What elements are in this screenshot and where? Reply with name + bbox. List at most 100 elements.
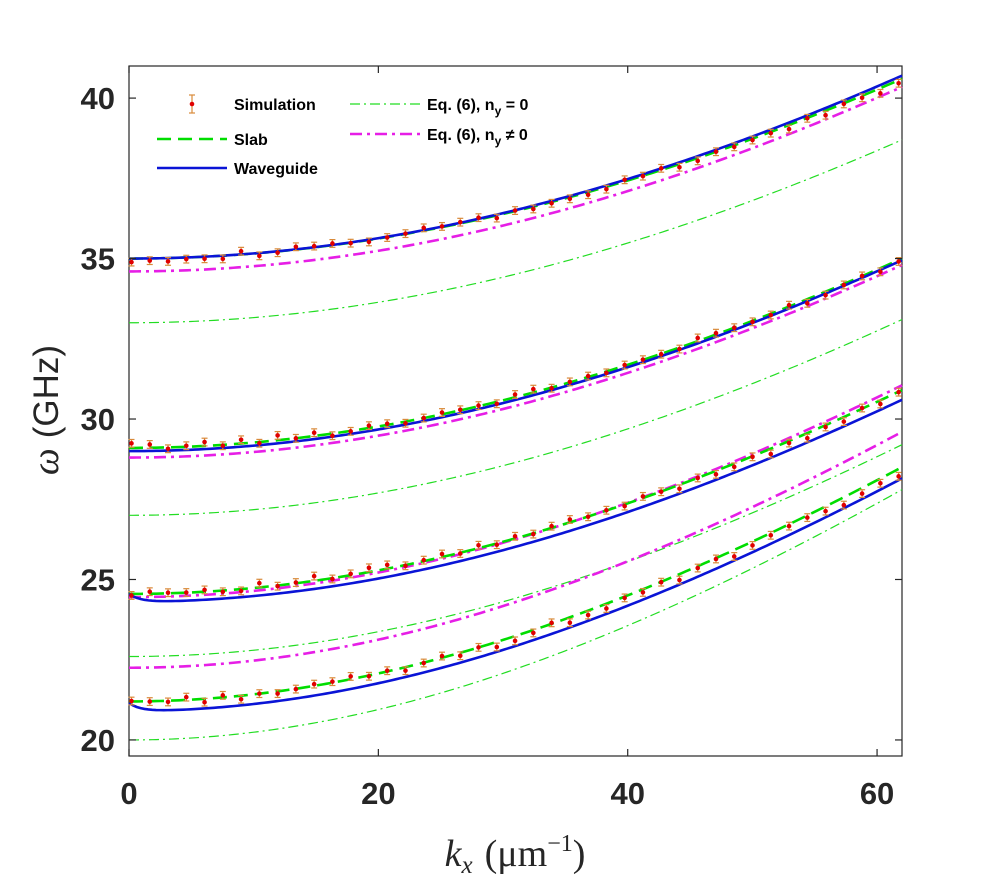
- simulation-point: [621, 360, 628, 370]
- simulation-point: [512, 390, 519, 399]
- simulation-point: [712, 328, 719, 338]
- y-tick-label: 30: [81, 402, 115, 437]
- simulation-point: [530, 628, 537, 638]
- simulation-point: [712, 554, 719, 564]
- simulation-point: [165, 697, 172, 707]
- simulation-point: [292, 578, 299, 588]
- simulation-point: [786, 438, 793, 448]
- simulation-point: [128, 590, 135, 600]
- simulation-point: [439, 221, 446, 231]
- legend-label-waveguide: Waveguide: [234, 161, 318, 178]
- simulation-point: [859, 489, 866, 499]
- simulation-point: [384, 560, 391, 570]
- simulation-point: [548, 618, 555, 628]
- simulation-point: [457, 651, 464, 661]
- simulation-point: [201, 437, 208, 447]
- simulation-point: [676, 575, 683, 585]
- y-tick-label: 20: [81, 723, 115, 758]
- simulation-point: [512, 206, 519, 215]
- simulation-point: [749, 452, 756, 462]
- simulation-point: [219, 690, 226, 700]
- x-axis-sub: x: [460, 852, 472, 879]
- simulation-point: [457, 405, 464, 415]
- simulation-point: [420, 413, 427, 423]
- x-axis-label: kx (μm−1): [445, 831, 586, 879]
- simulation-point: [311, 679, 318, 689]
- simulation-point: [128, 438, 135, 448]
- curve-waveguide-mode-3: [128, 398, 903, 603]
- x-tick-label: 20: [361, 776, 395, 811]
- simulation-point: [804, 513, 811, 523]
- simulation-point: [859, 271, 866, 281]
- simulation-point: [402, 561, 409, 571]
- legend: Simulation Eq. (6), ny = 0 Slab Eq. (6), ny…: [157, 94, 528, 178]
- simulation-point: [767, 128, 774, 138]
- simulation-point: [566, 377, 573, 387]
- simulation-point: [712, 147, 719, 157]
- simulation-point: [840, 417, 847, 427]
- simulation-point: [566, 618, 573, 628]
- simulation-point: [347, 238, 354, 248]
- simulation-point: [804, 298, 811, 308]
- simulation-point: [146, 587, 153, 597]
- curve-waveguide-mode-4: [128, 477, 903, 712]
- simulation-point: [292, 242, 299, 252]
- simulation-point: [274, 430, 281, 440]
- simulation-point: [420, 223, 427, 233]
- series-layer: [128, 74, 903, 741]
- simulation-point: [694, 473, 701, 483]
- simulation-point: [749, 317, 756, 327]
- simulation-point: [877, 267, 884, 277]
- simulation-point: [219, 587, 226, 597]
- series-eq6_ny0: [129, 139, 903, 741]
- simulation-point: [895, 78, 902, 88]
- simulation-point: [475, 642, 482, 652]
- simulation-point: [658, 577, 665, 587]
- simulation-point: [183, 692, 190, 702]
- simulation-point: [493, 540, 500, 550]
- legend-entry-slab: Slab: [157, 132, 268, 149]
- simulation-point: [329, 677, 336, 687]
- simulation-point: [165, 256, 172, 266]
- curve-eq6_nyne0-mode-1: [128, 85, 903, 273]
- simulation-point: [804, 113, 811, 123]
- simulation-point: [895, 387, 902, 397]
- simulation-point: [365, 421, 372, 431]
- simulation-point: [731, 462, 738, 472]
- simulation-point: [566, 194, 573, 204]
- simulation-point: [786, 521, 793, 531]
- simulation-point: [585, 190, 592, 200]
- simulation-point: [694, 563, 701, 573]
- simulation-point: [384, 233, 391, 242]
- legend-label-eq6_ny0: Eq. (6), ny = 0: [427, 97, 528, 118]
- simulation-point: [311, 571, 318, 581]
- simulation-point: [219, 254, 226, 264]
- simulation-point: [347, 569, 354, 579]
- simulation-point: [311, 241, 318, 251]
- simulation-point: [475, 213, 482, 223]
- simulation-point: [165, 444, 172, 454]
- x-tick-label: 0: [120, 776, 137, 811]
- simulation-point: [402, 418, 409, 428]
- simulation-point: [201, 585, 208, 595]
- simulation-point: [877, 88, 884, 98]
- x-tick-label: 60: [860, 776, 894, 811]
- legend-label-eq6_nyne0: Eq. (6), ny ≠ 0: [427, 127, 528, 148]
- y-axis-var: ω: [25, 448, 67, 475]
- simulation-point: [731, 323, 738, 333]
- simulation-point: [329, 574, 336, 584]
- simulation-point: [694, 333, 701, 343]
- curve-eq6_nyne0-mode-2: [129, 263, 903, 459]
- curve-eq6_ny0-mode-4: [129, 489, 903, 741]
- simulation-point: [493, 213, 500, 223]
- simulation-point: [165, 588, 172, 598]
- simulation-point: [292, 433, 299, 443]
- simulation-point: [420, 555, 427, 565]
- simulation-point: [274, 689, 281, 699]
- simulation-point: [420, 658, 427, 668]
- simulation-point: [767, 449, 774, 459]
- simulation-point: [731, 552, 738, 561]
- simulation-point: [548, 521, 555, 531]
- simulation-point: [585, 512, 592, 522]
- simulation-point: [658, 487, 665, 497]
